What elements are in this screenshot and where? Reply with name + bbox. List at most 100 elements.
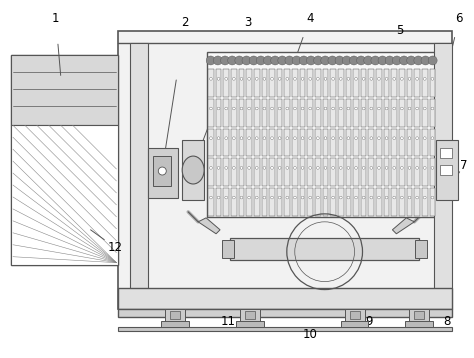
Bar: [277, 159, 283, 186]
Bar: [223, 99, 229, 127]
Bar: [353, 99, 359, 127]
Bar: [231, 99, 237, 127]
Circle shape: [240, 196, 243, 199]
Bar: [323, 69, 328, 97]
Bar: [292, 159, 298, 186]
Circle shape: [301, 196, 304, 199]
Bar: [353, 69, 359, 97]
Bar: [118, 328, 452, 332]
Bar: [346, 159, 351, 186]
Bar: [292, 129, 298, 156]
Circle shape: [240, 166, 243, 169]
Circle shape: [271, 166, 273, 169]
Bar: [223, 129, 229, 156]
Circle shape: [301, 107, 304, 110]
Circle shape: [416, 196, 419, 199]
Circle shape: [393, 166, 396, 169]
Circle shape: [401, 77, 403, 80]
Bar: [338, 129, 344, 156]
Bar: [239, 99, 244, 127]
Circle shape: [408, 77, 411, 80]
Circle shape: [263, 196, 266, 199]
Circle shape: [309, 196, 311, 199]
Bar: [208, 188, 214, 216]
Bar: [208, 99, 214, 127]
Bar: [11, 125, 118, 265]
Bar: [161, 321, 189, 328]
Circle shape: [378, 196, 380, 199]
Bar: [434, 43, 452, 310]
Bar: [436, 140, 458, 200]
Circle shape: [301, 166, 304, 169]
Circle shape: [339, 166, 342, 169]
Bar: [440, 165, 452, 175]
Circle shape: [347, 107, 350, 110]
Circle shape: [416, 107, 419, 110]
Circle shape: [225, 166, 228, 169]
Circle shape: [332, 77, 335, 80]
Circle shape: [355, 137, 357, 140]
Circle shape: [232, 137, 235, 140]
Bar: [216, 99, 221, 127]
Bar: [208, 159, 214, 186]
Bar: [153, 156, 171, 186]
Bar: [376, 159, 382, 186]
Bar: [216, 69, 221, 97]
Circle shape: [431, 196, 434, 199]
Bar: [262, 69, 267, 97]
Circle shape: [271, 196, 273, 199]
Circle shape: [293, 77, 296, 80]
Circle shape: [371, 56, 380, 65]
Bar: [223, 69, 229, 97]
Text: 4: 4: [306, 12, 313, 25]
Circle shape: [431, 166, 434, 169]
Circle shape: [286, 166, 289, 169]
Circle shape: [416, 166, 419, 169]
Circle shape: [370, 77, 373, 80]
Circle shape: [235, 56, 244, 65]
Bar: [345, 310, 365, 323]
Bar: [384, 129, 390, 156]
Bar: [277, 69, 283, 97]
Circle shape: [431, 137, 434, 140]
Bar: [392, 99, 397, 127]
Circle shape: [217, 137, 220, 140]
Bar: [346, 188, 351, 216]
Bar: [269, 69, 275, 97]
Bar: [262, 99, 267, 127]
Circle shape: [362, 77, 365, 80]
Bar: [254, 129, 260, 156]
Circle shape: [370, 107, 373, 110]
Circle shape: [271, 77, 273, 80]
Bar: [118, 287, 452, 310]
Circle shape: [392, 56, 401, 65]
Circle shape: [232, 77, 235, 80]
Circle shape: [393, 196, 396, 199]
Circle shape: [355, 196, 357, 199]
Bar: [349, 311, 359, 319]
Bar: [222, 240, 234, 258]
Circle shape: [271, 107, 273, 110]
Bar: [330, 99, 336, 127]
Bar: [239, 69, 244, 97]
Bar: [269, 159, 275, 186]
Circle shape: [370, 137, 373, 140]
Circle shape: [309, 77, 311, 80]
Text: 5: 5: [396, 24, 403, 37]
Circle shape: [213, 56, 222, 65]
Bar: [384, 188, 390, 216]
Circle shape: [210, 77, 212, 80]
Bar: [216, 159, 221, 186]
Bar: [300, 188, 305, 216]
Circle shape: [378, 77, 380, 80]
Bar: [118, 310, 452, 318]
Bar: [422, 129, 428, 156]
Bar: [422, 99, 428, 127]
Bar: [277, 129, 283, 156]
Circle shape: [423, 137, 426, 140]
Circle shape: [263, 166, 266, 169]
Circle shape: [255, 196, 258, 199]
Circle shape: [217, 166, 220, 169]
Circle shape: [347, 77, 350, 80]
Circle shape: [355, 107, 357, 110]
